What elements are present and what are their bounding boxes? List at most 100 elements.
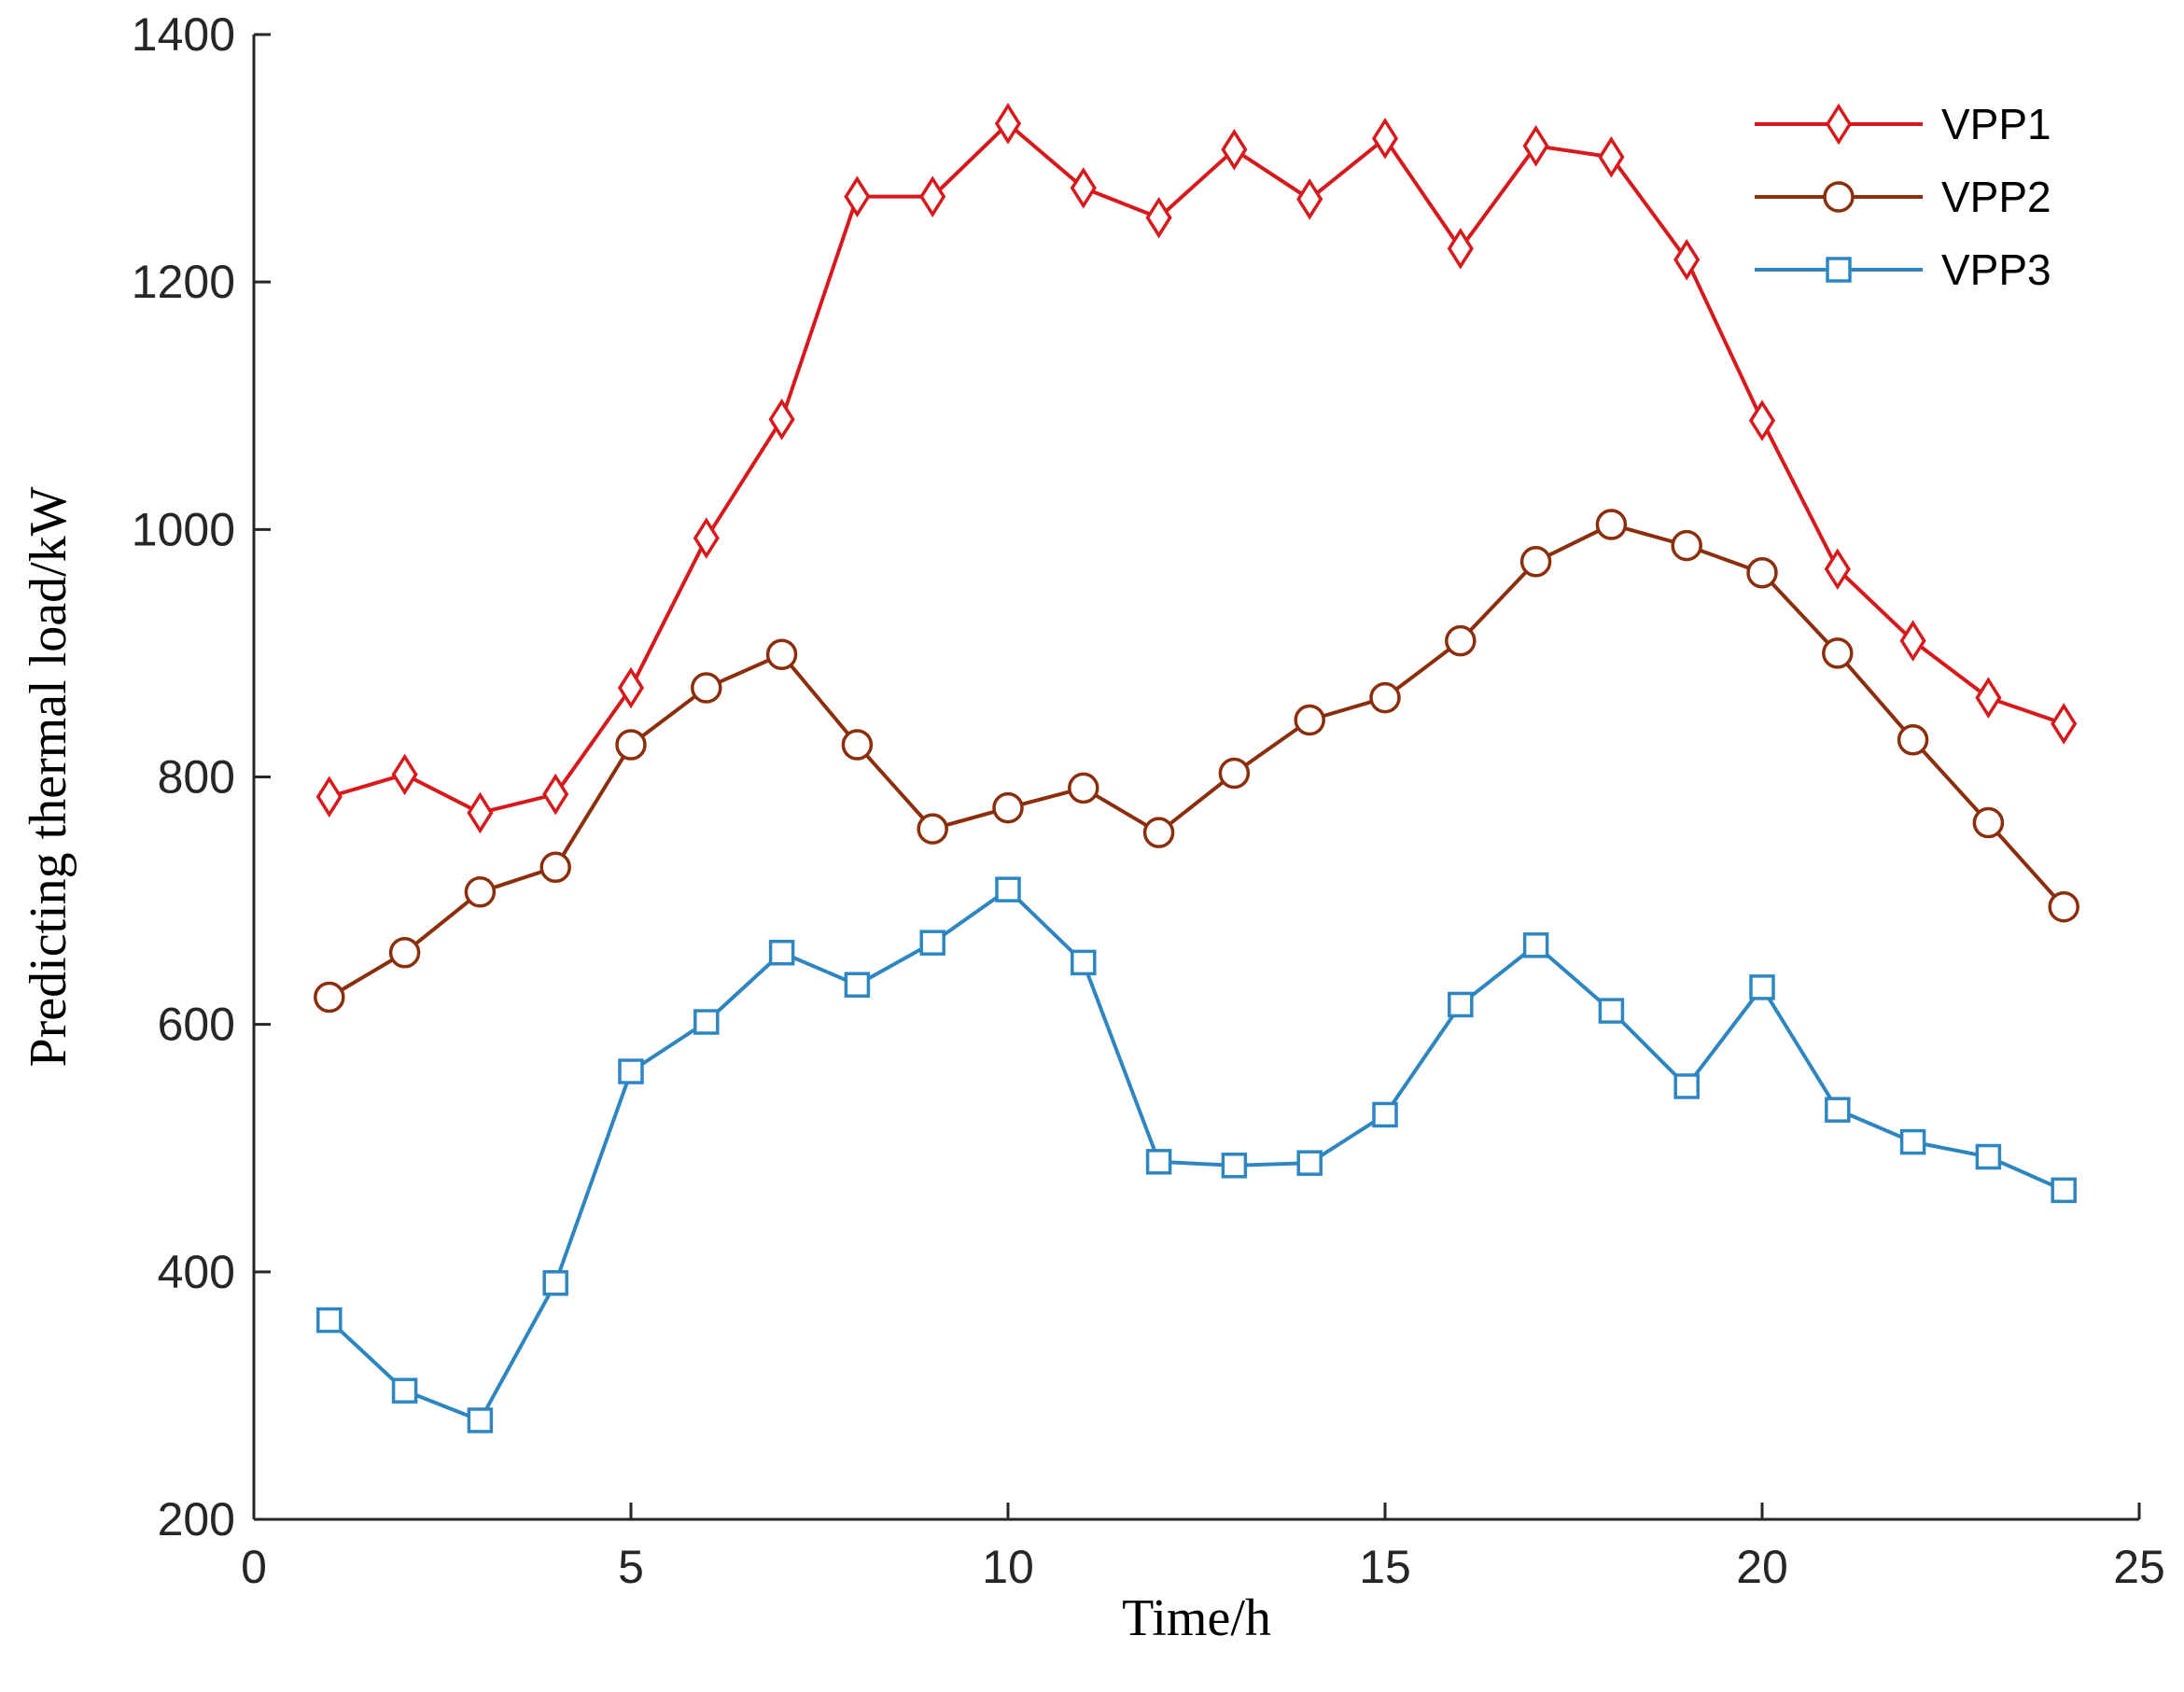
vpp2-point (2048, 890, 2079, 923)
vpp3-point (1296, 1150, 1323, 1176)
vpp3-point (391, 1377, 418, 1404)
vpp2-point (1294, 704, 1325, 736)
vpp1-point (994, 103, 1022, 145)
vpp1-point (1221, 129, 1248, 171)
vpp3-point (316, 1307, 343, 1334)
vpp2-point (1142, 817, 1175, 848)
vpp3-point (1749, 974, 1775, 1000)
x-tick-label: 15 (1359, 1541, 1411, 1593)
y-tick-label: 1200 (132, 256, 235, 308)
legend-item-vpp2: VPP2 (1755, 173, 2051, 221)
vpp1-point (1296, 178, 1323, 220)
vpp3-point (1522, 932, 1549, 958)
vpp1-point (693, 517, 720, 559)
vpp3-point (1372, 1101, 1398, 1128)
vpp2-point (992, 791, 1024, 824)
vpp3-point (1673, 1073, 1700, 1099)
vpp1-line (329, 121, 2065, 815)
legend-square-icon (1826, 257, 1852, 283)
y-tick-label: 1400 (132, 8, 235, 61)
x-tick-label: 25 (2113, 1541, 2165, 1593)
vpp3-point (768, 940, 795, 966)
series-vpp3 (316, 876, 2077, 1433)
legend-diamond-icon (1825, 103, 1853, 146)
vpp3-point (1899, 1128, 1926, 1155)
vpp1-point (844, 175, 871, 217)
vpp1-point (391, 753, 418, 796)
legend-item-vpp3: VPP3 (1755, 245, 2051, 294)
vpp2-point (1897, 723, 1929, 756)
vpp2-point (1068, 772, 1099, 804)
legend-label: VPP2 (1941, 173, 2051, 221)
vpp1-point (1975, 677, 2002, 719)
vpp2-point (765, 638, 798, 670)
vpp1-point (1824, 548, 1851, 591)
legend-item-vpp1: VPP1 (1755, 100, 2051, 148)
vpp1-point (1447, 228, 1474, 270)
vpp3-point (1448, 991, 1474, 1018)
vpp2-point (1595, 509, 1628, 540)
vpp2-line (328, 523, 2065, 1000)
vpp1-point (1673, 239, 1701, 281)
legend-label: VPP3 (1941, 245, 2051, 294)
vpp2-point (1369, 681, 1401, 714)
series-layer (314, 103, 2079, 1433)
vpp2-point (1972, 806, 2005, 839)
vpp1-point (2051, 703, 2078, 745)
vpp3-point (542, 1270, 568, 1296)
vpp2-point (841, 729, 874, 761)
vpp1-point (1899, 620, 1926, 662)
vpp3-point (618, 1058, 644, 1084)
vpp3-point (1598, 998, 1625, 1024)
vpp2-point (388, 937, 421, 969)
vpp1-point (1598, 135, 1625, 178)
vpp1-point (1145, 196, 1172, 239)
y-tick-label: 600 (158, 999, 235, 1051)
vpp2-point (464, 876, 497, 908)
series-vpp1 (315, 103, 2078, 834)
vpp3-point (844, 972, 871, 998)
vpp2-point (1671, 529, 1702, 562)
legend-label: VPP1 (1941, 100, 2051, 148)
vpp2-point (1445, 624, 1477, 657)
vpp2-point (539, 851, 571, 884)
vpp2-point (1822, 637, 1854, 669)
y-tick-label: 800 (158, 751, 235, 804)
vpp1-point (768, 399, 795, 440)
x-tick-label: 10 (982, 1541, 1034, 1593)
vpp1-point (467, 791, 494, 834)
vpp1-point (542, 773, 569, 816)
vpp2-point (917, 813, 948, 845)
y-axis-title: Predicting thermal load/kW (20, 486, 77, 1067)
y-tick-label: 400 (158, 1246, 235, 1298)
vpp3-point (2051, 1177, 2077, 1204)
vpp1-point (617, 666, 645, 709)
vpp1-point (1371, 118, 1399, 160)
vpp2-point (1218, 757, 1251, 790)
y-tick-label: 200 (158, 1493, 235, 1545)
vpp2-point (615, 729, 647, 761)
vpp3-point (1825, 1097, 1851, 1123)
legend: VPP1 VPP2 VPP3 (1755, 100, 2051, 294)
x-axis-title: Time/h (1122, 1589, 1271, 1647)
vpp2-point (691, 672, 722, 704)
x-tick-label: 5 (618, 1541, 644, 1593)
vpp2-point (1519, 546, 1552, 578)
axes: 0 5 10 15 20 25 200 400 600 800 1000 1200 1400 (132, 8, 2165, 1593)
vpp1-point (1748, 399, 1776, 441)
vpp3-point (1071, 949, 1097, 976)
vpp3-point (467, 1407, 494, 1433)
series-vpp2 (314, 509, 2079, 1014)
x-tick-label: 20 (1736, 1541, 1788, 1593)
y-tick-label: 1000 (132, 503, 235, 555)
vpp3-point (1221, 1153, 1248, 1179)
vpp1-point (1522, 125, 1549, 167)
vpp3-point (693, 1009, 720, 1035)
vpp3-point (919, 930, 945, 956)
vpp3-point (995, 876, 1021, 902)
vpp3-line (328, 888, 2065, 1422)
vpp1-point (919, 175, 946, 217)
vpp3-point (1145, 1149, 1172, 1175)
x-tick-label: 0 (241, 1541, 267, 1593)
